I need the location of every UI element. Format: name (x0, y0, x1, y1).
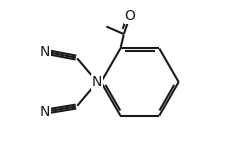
Text: N: N (40, 105, 50, 119)
Text: N: N (40, 45, 50, 59)
Text: N: N (92, 75, 102, 89)
Text: O: O (125, 9, 135, 23)
